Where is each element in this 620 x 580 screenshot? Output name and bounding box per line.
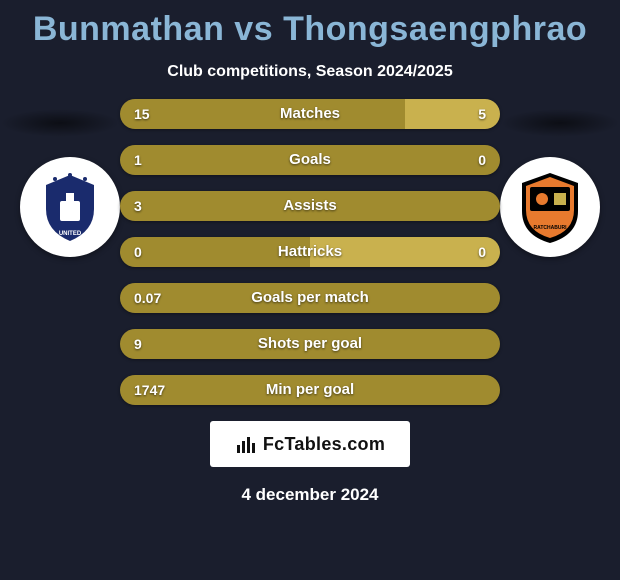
chart-icon — [235, 433, 257, 455]
subtitle: Club competitions, Season 2024/2025 — [0, 63, 620, 81]
player-left-name: Bunmathan — [33, 10, 225, 48]
stat-row: Goals per match0.07 — [120, 283, 500, 313]
stat-seg-left — [120, 329, 500, 359]
stat-bar-bg — [120, 191, 500, 221]
stat-seg-left — [120, 145, 500, 175]
stat-seg-left — [120, 283, 500, 313]
stat-seg-left — [120, 99, 405, 129]
stat-bar-bg — [120, 99, 500, 129]
stat-seg-left — [120, 191, 500, 221]
svg-text:UNITED: UNITED — [59, 231, 82, 237]
shadow-left — [0, 109, 120, 137]
stat-bar-bg — [120, 375, 500, 405]
stat-seg-left — [120, 237, 310, 267]
player-right-name: Thongsaengphrao — [283, 10, 587, 48]
shadow-right — [500, 109, 620, 137]
stat-seg-right — [405, 99, 500, 129]
footer-logo: FcTables.com — [210, 421, 410, 467]
stat-row: Goals10 — [120, 145, 500, 175]
svg-text:RATCHABURI: RATCHABURI — [534, 225, 568, 231]
club-crest-right: RATCHABURI — [500, 157, 600, 257]
vs-text: vs — [234, 10, 273, 48]
club-crest-left: UNITED — [20, 157, 120, 257]
stat-bar-bg — [120, 283, 500, 313]
stat-bar-bg — [120, 329, 500, 359]
footer-text: FcTables.com — [263, 434, 385, 455]
stat-bar-bg — [120, 237, 500, 267]
page-title: Bunmathan vs Thongsaengphrao — [0, 0, 620, 49]
stat-row: Hattricks00 — [120, 237, 500, 267]
stat-bars: Matches155 Goals10 Assists3 Hattricks00 Goal… — [120, 99, 500, 405]
stat-row: Min per goal1747 — [120, 375, 500, 405]
date-text: 4 december 2024 — [0, 485, 620, 505]
stat-seg-right — [310, 237, 500, 267]
crest-left-icon: UNITED — [20, 157, 120, 257]
stat-row: Assists3 — [120, 191, 500, 221]
stat-row: Shots per goal9 — [120, 329, 500, 359]
comparison-arena: UNITED RATCHABURI Matches155 Goals10 Assis… — [0, 99, 620, 405]
stat-bar-bg — [120, 145, 500, 175]
stat-row: Matches155 — [120, 99, 500, 129]
crest-right-icon: RATCHABURI — [500, 157, 600, 257]
stat-seg-left — [120, 375, 500, 405]
